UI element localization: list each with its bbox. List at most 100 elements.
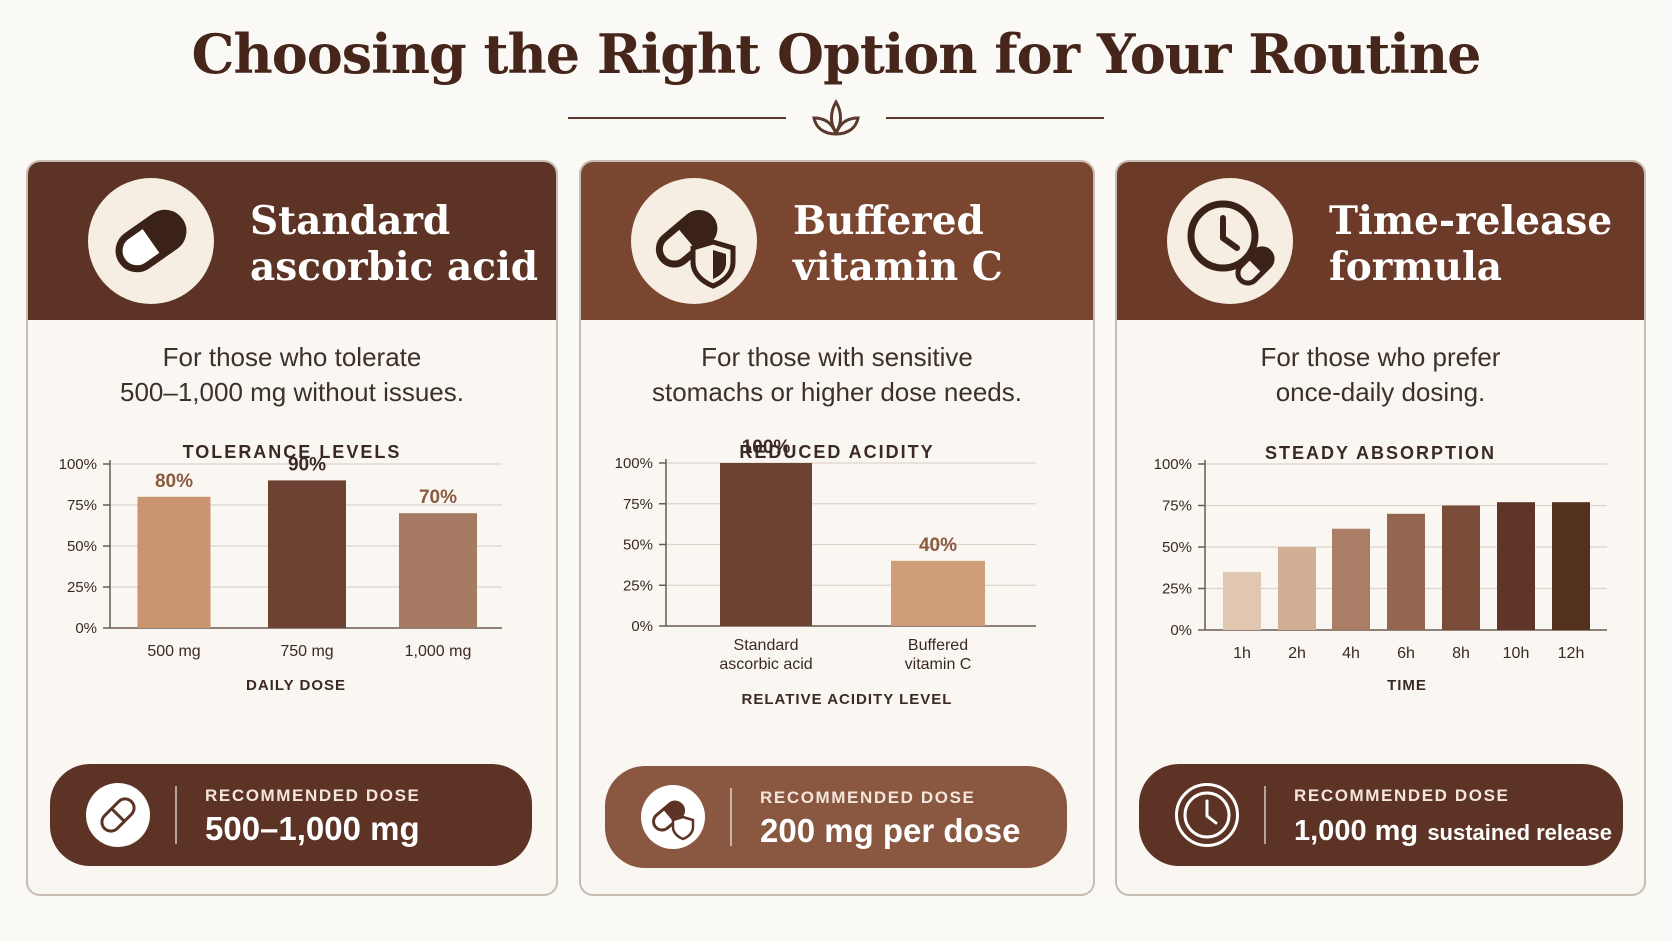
x-axis-label: TIME <box>1387 677 1427 694</box>
category-label: 2h <box>1288 645 1306 662</box>
y-tick-label: 100% <box>615 455 653 472</box>
category-label: 500 mg <box>147 643 200 660</box>
description-line: stomachs or higher dose needs. <box>652 377 1022 407</box>
dose-label: RECOMMENDED DOSE <box>1294 786 1510 805</box>
card-standard: Standard ascorbic acid For those who tol… <box>26 160 558 896</box>
y-tick-label: 0% <box>631 618 653 635</box>
card-title-line: Buffered <box>793 198 984 244</box>
card-title-line: formula <box>1329 244 1503 290</box>
bar <box>399 513 477 628</box>
bar <box>720 463 812 626</box>
dose-value-suffix: sustained release <box>1427 820 1612 845</box>
main-title: Choosing the Right Option for Your Routi… <box>191 22 1482 86</box>
leaf-sprout-icon <box>812 99 860 136</box>
icon-badge <box>631 178 757 304</box>
recommended-dose-pill: RECOMMENDED DOSE 500–1,000 mg <box>50 764 532 866</box>
y-tick-label: 0% <box>75 620 97 637</box>
description-line: once-daily dosing. <box>1275 377 1486 407</box>
capsule-shield-icon <box>655 209 736 289</box>
category-label: 6h <box>1397 645 1415 662</box>
pill-separator <box>175 786 177 844</box>
chart-title: STEADY ABSORPTION <box>1264 443 1497 463</box>
y-tick-label: 25% <box>67 579 97 596</box>
pill-icon-badge <box>1175 783 1239 847</box>
category-label: vitamin C <box>905 656 972 673</box>
pill-icon-badge <box>86 783 150 847</box>
category-label: 1,000 mg <box>405 643 472 660</box>
dose-value-main: 1,000 mg <box>1294 815 1419 847</box>
dose-value: 200 mg per dose <box>760 812 1021 849</box>
category-label: 4h <box>1342 645 1360 662</box>
category-label: ascorbic acid <box>719 656 812 673</box>
clock-capsule-icon <box>1187 200 1275 286</box>
bar <box>1387 513 1425 630</box>
title-divider-left <box>568 117 786 119</box>
data-label: 40% <box>919 535 957 556</box>
recommended-dose-pill: RECOMMENDED DOSE 1,000 mg sustained rele… <box>1139 764 1623 866</box>
y-tick-label: 75% <box>1162 498 1192 515</box>
card-title-line: Time-release <box>1329 198 1613 244</box>
bar <box>268 480 346 628</box>
card-title-line: Standard <box>250 198 451 244</box>
description-line: For those who prefer <box>1260 342 1501 372</box>
y-tick-label: 100% <box>1154 456 1192 473</box>
recommended-dose-pill: RECOMMENDED DOSE 200 mg per dose <box>605 766 1067 868</box>
bar <box>1223 571 1261 630</box>
dose-value: 500–1,000 mg <box>205 810 420 847</box>
bar <box>1278 547 1316 630</box>
card-timerelease: Time-release formula For those who prefe… <box>1115 160 1646 896</box>
y-tick-label: 100% <box>59 456 97 473</box>
y-tick-label: 25% <box>623 577 653 594</box>
card-description: For those who tolerate 500–1,000 mg with… <box>28 340 556 410</box>
card-title-line: vitamin C <box>793 244 1003 290</box>
bar-chart-acidity: 0% 25% 50% 75% 100% 100% Standard ascorbic acid… <box>615 437 1036 708</box>
pill-icon-badge <box>641 785 705 849</box>
y-tick-label: 50% <box>623 537 653 554</box>
category-label: 8h <box>1452 645 1470 662</box>
card-description: For those with sensitive stomachs or hig… <box>581 340 1093 410</box>
data-label: 80% <box>155 471 193 492</box>
pill-capsule-icon <box>115 209 187 273</box>
category-label: 12h <box>1558 645 1585 662</box>
icon-badge <box>88 178 214 304</box>
description-line: 500–1,000 mg without issues. <box>120 377 464 407</box>
bar <box>1497 502 1535 630</box>
category-label: 10h <box>1503 645 1530 662</box>
chart-title: TOLERANCE LEVELS <box>182 442 402 462</box>
pill-separator <box>730 788 732 846</box>
card-header: Standard ascorbic acid <box>28 162 556 320</box>
bar-chart-absorption: 0% 25% 50% 75% 100% 1h 2h 4h 6h 8h 10h 12h TIME <box>1154 456 1607 694</box>
bar <box>1332 528 1370 630</box>
card-title: Standard ascorbic acid <box>250 198 538 290</box>
card-title: Time-release formula <box>1329 198 1612 290</box>
category-label: Standard <box>734 637 799 654</box>
card-title-line: ascorbic acid <box>250 244 539 290</box>
dose-label: RECOMMENDED DOSE <box>760 788 976 807</box>
y-tick-label: 75% <box>67 497 97 514</box>
capsule-icon <box>100 797 136 833</box>
bar <box>1552 502 1590 630</box>
card-header: Time-release formula <box>1117 162 1644 320</box>
data-label: 70% <box>419 487 457 508</box>
pill-separator <box>1264 786 1266 844</box>
bar <box>891 560 985 626</box>
chart-title: REDUCED ACIDITY <box>739 442 935 462</box>
category-label: Buffered <box>908 637 968 654</box>
description-line: For those with sensitive <box>701 342 973 372</box>
card-buffered: Buffered vitamin C For those with sensit… <box>579 160 1095 896</box>
card-header: Buffered vitamin C <box>581 162 1093 320</box>
bar-chart-tolerance: 0% 25% 50% 75% 100% 80% 500 mg 90% 750 mg 70% 1,00… <box>59 454 502 694</box>
clock-icon <box>1183 791 1231 839</box>
title-divider-right <box>886 117 1104 119</box>
capsule-shield-icon <box>652 800 695 841</box>
y-tick-label: 0% <box>1170 622 1192 639</box>
y-tick-label: 75% <box>623 496 653 513</box>
data-label: 100% <box>742 437 791 458</box>
card-title: Buffered vitamin C <box>793 198 1003 290</box>
description-line: For those who tolerate <box>162 342 422 372</box>
icon-badge <box>1167 178 1293 304</box>
y-tick-label: 50% <box>67 538 97 555</box>
dose-value: 1,000 mg sustained release <box>1294 810 1612 848</box>
data-label: 90% <box>288 454 326 475</box>
y-tick-label: 25% <box>1162 581 1192 598</box>
